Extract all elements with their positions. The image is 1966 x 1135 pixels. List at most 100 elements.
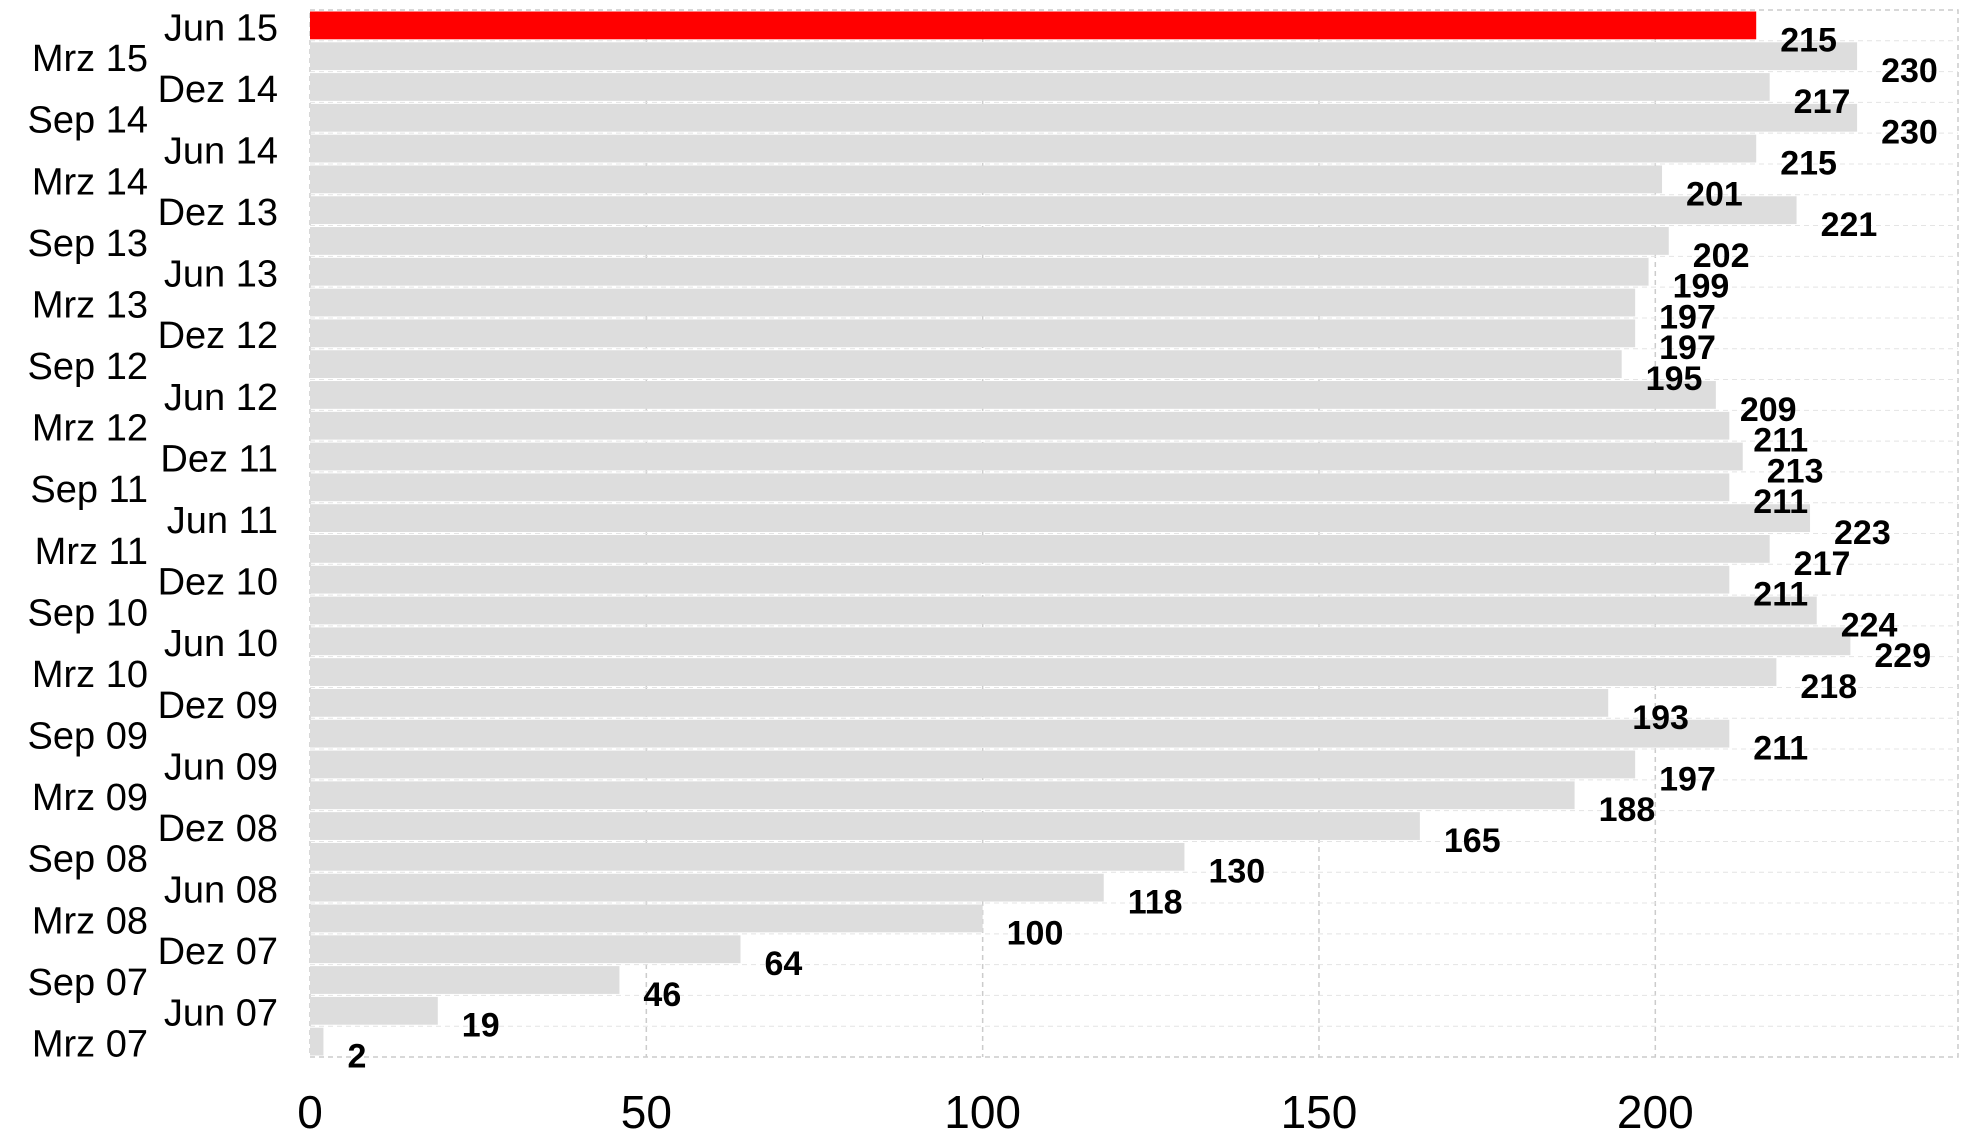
data-label: 195 xyxy=(1646,360,1703,398)
data-label: 197 xyxy=(1659,298,1716,336)
bar xyxy=(310,627,1851,656)
data-label: 188 xyxy=(1599,791,1656,829)
bar xyxy=(310,165,1663,194)
y-tick-label: Jun 13 xyxy=(164,254,278,296)
y-tick-label: Sep 07 xyxy=(28,962,148,1004)
data-label: 165 xyxy=(1444,822,1501,860)
y-tick-label: Jun 14 xyxy=(164,130,278,172)
bar xyxy=(310,750,1636,779)
bar xyxy=(310,73,1770,101)
y-tick-label: Jun 10 xyxy=(164,623,278,665)
x-tick-label: 200 xyxy=(1617,1086,1694,1135)
y-tick-label: Mrz 14 xyxy=(32,161,148,203)
y-tick-label: Dez 13 xyxy=(158,192,278,234)
y-tick-label: Mrz 12 xyxy=(32,408,148,450)
data-label: 215 xyxy=(1780,144,1837,182)
x-axis: 0 50 100 150 200 xyxy=(297,1086,1693,1135)
data-label: 46 xyxy=(643,976,681,1014)
bar xyxy=(310,565,1730,594)
bar xyxy=(310,134,1757,163)
bar xyxy=(310,966,620,994)
y-tick-label: Sep 10 xyxy=(28,592,148,634)
data-label: 2 xyxy=(347,1038,366,1076)
data-label: 118 xyxy=(1128,884,1183,922)
bar xyxy=(310,842,1185,871)
bar xyxy=(310,411,1730,440)
y-tick-label: Mrz 13 xyxy=(32,284,148,326)
data-label: 213 xyxy=(1767,452,1824,490)
data-label: 217 xyxy=(1794,83,1851,121)
bar xyxy=(310,288,1636,317)
bar xyxy=(310,11,1757,40)
y-tick-label: Dez 09 xyxy=(158,685,278,727)
data-label: 193 xyxy=(1632,699,1689,737)
x-tick-label: 0 xyxy=(297,1086,323,1135)
data-label: 221 xyxy=(1821,206,1878,244)
bar xyxy=(310,688,1609,717)
y-tick-label: Dez 11 xyxy=(160,438,278,480)
y-tick-label: Mrz 09 xyxy=(32,777,148,819)
y-tick-label: Mrz 10 xyxy=(32,654,148,696)
y-tick-label: Dez 07 xyxy=(158,931,278,973)
y-tick-label: Dez 10 xyxy=(158,562,278,604)
data-label: 201 xyxy=(1686,175,1743,213)
grid-layer xyxy=(309,9,1959,1058)
bar xyxy=(310,996,438,1025)
data-label: 64 xyxy=(764,945,802,983)
bar xyxy=(310,1027,324,1056)
data-label: 218 xyxy=(1800,668,1857,706)
y-tick-label: Dez 08 xyxy=(158,808,278,850)
bar xyxy=(310,504,1811,532)
data-label: 211 xyxy=(1753,422,1808,460)
x-tick-label: 150 xyxy=(1281,1086,1358,1135)
bar xyxy=(310,812,1420,840)
bar xyxy=(310,596,1817,625)
bar xyxy=(310,350,1622,379)
data-label: 19 xyxy=(462,1007,500,1045)
bar xyxy=(310,319,1636,348)
bar xyxy=(310,658,1777,686)
x-tick-label: 50 xyxy=(621,1086,672,1135)
y-tick-label: Mrz 11 xyxy=(35,531,148,573)
data-label: 211 xyxy=(1753,576,1808,614)
y-tick-label: Dez 12 xyxy=(158,315,278,357)
data-label: 215 xyxy=(1780,21,1837,59)
y-tick-label: Sep 14 xyxy=(28,100,148,142)
y-tick-label: Mrz 07 xyxy=(32,1024,148,1066)
y-tick-label: Mrz 15 xyxy=(32,38,148,80)
data-label: 211 xyxy=(1753,483,1808,521)
bar xyxy=(310,381,1716,409)
bar xyxy=(310,719,1730,748)
bar xyxy=(310,781,1575,810)
data-label: 100 xyxy=(1007,914,1064,952)
y-tick-label: Jun 08 xyxy=(164,870,278,912)
data-label: 230 xyxy=(1881,52,1938,90)
y-tick-label: Mrz 08 xyxy=(32,900,148,942)
bar xyxy=(310,873,1104,902)
data-label: 230 xyxy=(1881,114,1938,152)
bar xyxy=(310,904,983,933)
y-tick-label: Jun 15 xyxy=(164,7,278,49)
data-label: 197 xyxy=(1659,760,1716,798)
bar xyxy=(310,257,1649,286)
y-tick-label: Jun 11 xyxy=(167,500,278,542)
y-tick-label: Jun 09 xyxy=(164,746,278,788)
data-label: 209 xyxy=(1740,391,1797,429)
bar xyxy=(310,473,1730,502)
data-label: 211 xyxy=(1753,730,1808,768)
bar xyxy=(310,935,741,964)
y-tick-label: Sep 13 xyxy=(28,223,148,265)
y-tick-label: Jun 07 xyxy=(164,993,278,1035)
x-tick-label: 100 xyxy=(944,1086,1021,1135)
y-tick-label: Sep 08 xyxy=(28,839,148,881)
labels-layer: 215 Jun 15 230 Mrz 15 217 Dez 14 230 Sep 14 215 J… xyxy=(28,7,1938,1075)
data-label: 224 xyxy=(1841,606,1898,644)
bar xyxy=(310,196,1797,225)
bar xyxy=(310,103,1858,132)
y-tick-label: Dez 14 xyxy=(158,69,278,111)
data-label: 202 xyxy=(1693,237,1750,275)
data-label: 199 xyxy=(1673,268,1730,306)
data-label: 229 xyxy=(1874,637,1931,675)
